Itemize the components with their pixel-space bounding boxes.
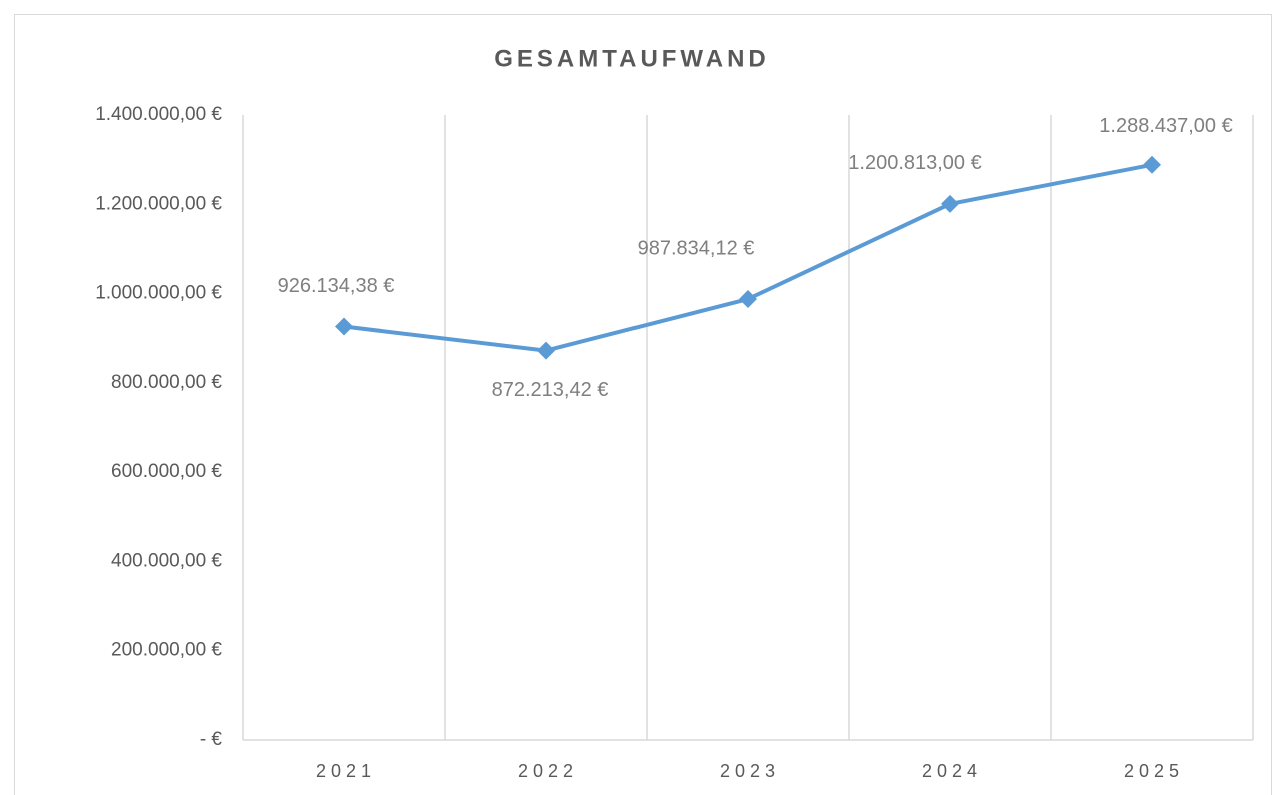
marker (1143, 155, 1161, 174)
x-tick-label: 2023 (720, 761, 780, 781)
y-tick-label: 400.000,00 € (111, 550, 222, 571)
x-tick-label: 2025 (1124, 761, 1184, 781)
y-tick-label: 1.000.000,00 € (95, 283, 222, 304)
marker (739, 290, 757, 309)
y-tick-label: 800.000,00 € (111, 372, 222, 393)
chart-frame (14, 14, 1272, 795)
y-tick-label: 1.200.000,00 € (95, 193, 222, 214)
y-tick-label: 1.400.000,00 € (95, 104, 222, 125)
chart-title: GESAMTAUFWAND (494, 45, 770, 72)
data-label: 987.834,12 € (638, 237, 755, 259)
x-tick-label: 2021 (316, 761, 376, 781)
data-label: 1.288.437,00 € (1099, 115, 1232, 137)
x-tick-label: 2024 (922, 761, 982, 781)
marker (941, 194, 959, 213)
x-tick-label: 2022 (518, 761, 578, 781)
data-label: 1.200.813,00 € (848, 152, 981, 174)
y-tick-label: 200.000,00 € (111, 640, 222, 661)
data-label: 872.213,42 € (492, 379, 609, 401)
marker (537, 341, 555, 360)
y-tick-label: - € (200, 729, 223, 750)
y-tick-label: 600.000,00 € (111, 461, 222, 482)
data-label: 926.134,38 € (278, 275, 395, 297)
marker (335, 317, 353, 336)
